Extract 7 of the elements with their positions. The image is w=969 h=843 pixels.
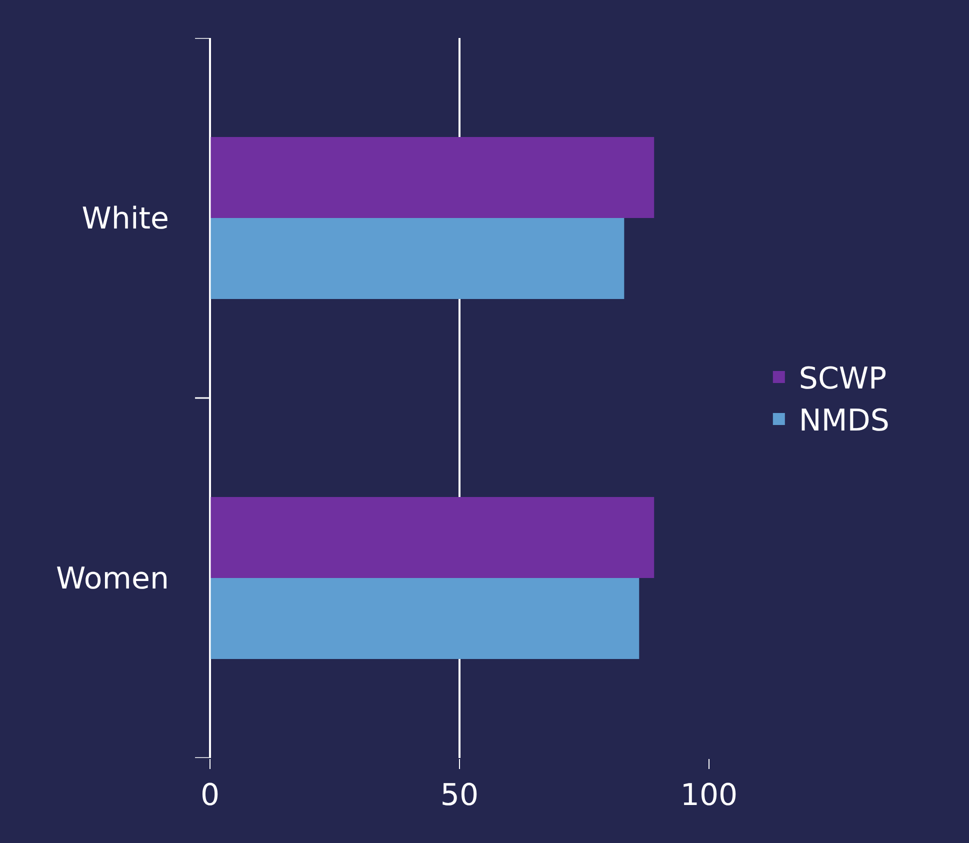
- legend-label: SCWP: [798, 362, 887, 397]
- x-tick-label: 0: [200, 778, 220, 813]
- x-tick-label: 100: [680, 778, 738, 813]
- x-tick-label: 50: [440, 778, 479, 813]
- y-tick-label: Women: [56, 562, 169, 596]
- legend-label: NMDS: [798, 404, 890, 439]
- y-tick-label: White: [82, 202, 169, 236]
